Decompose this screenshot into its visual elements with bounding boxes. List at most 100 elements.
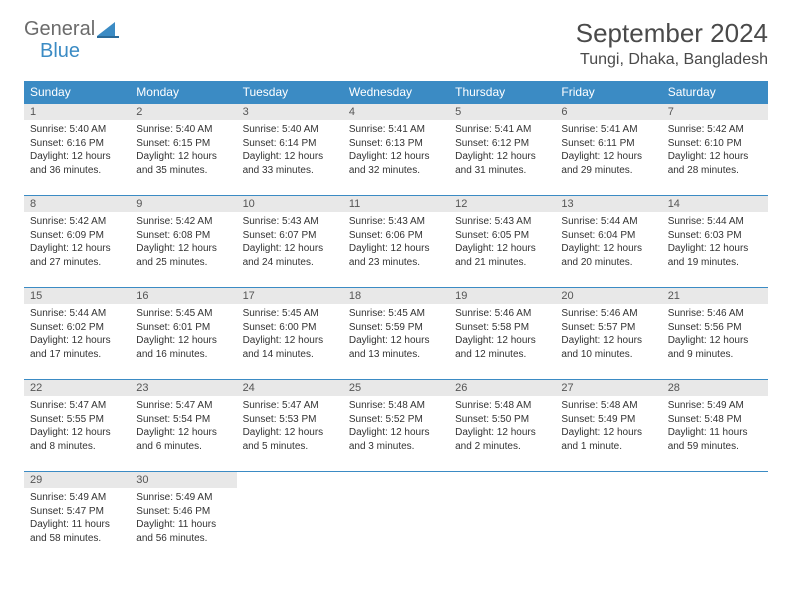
day-number: 28	[662, 380, 768, 396]
day-number: 3	[237, 104, 343, 120]
day-cell: 18Sunrise: 5:45 AMSunset: 5:59 PMDayligh…	[343, 288, 449, 380]
day-content: Sunrise: 5:42 AMSunset: 6:09 PMDaylight:…	[24, 212, 130, 272]
day-content: Sunrise: 5:49 AMSunset: 5:47 PMDaylight:…	[24, 488, 130, 548]
daylight-line2: and 6 minutes.	[136, 440, 230, 454]
day-content: Sunrise: 5:40 AMSunset: 6:14 PMDaylight:…	[237, 120, 343, 180]
daylight-line1: Daylight: 12 hours	[455, 426, 549, 440]
daylight-line2: and 25 minutes.	[136, 256, 230, 270]
sunrise-line: Sunrise: 5:47 AM	[243, 399, 337, 413]
day-number: 18	[343, 288, 449, 304]
sunrise-line: Sunrise: 5:45 AM	[243, 307, 337, 321]
day-cell: 12Sunrise: 5:43 AMSunset: 6:05 PMDayligh…	[449, 196, 555, 288]
sunset-line: Sunset: 5:48 PM	[668, 413, 762, 427]
sunset-line: Sunset: 5:46 PM	[136, 505, 230, 519]
sunrise-line: Sunrise: 5:40 AM	[136, 123, 230, 137]
day-cell: 7Sunrise: 5:42 AMSunset: 6:10 PMDaylight…	[662, 104, 768, 196]
day-number: 26	[449, 380, 555, 396]
day-content: Sunrise: 5:47 AMSunset: 5:55 PMDaylight:…	[24, 396, 130, 456]
logo-line1: General	[24, 18, 95, 40]
sunrise-line: Sunrise: 5:44 AM	[561, 215, 655, 229]
daylight-line2: and 58 minutes.	[30, 532, 124, 546]
sunset-line: Sunset: 6:02 PM	[30, 321, 124, 335]
sunset-line: Sunset: 6:09 PM	[30, 229, 124, 243]
sunset-line: Sunset: 6:12 PM	[455, 137, 549, 151]
day-content: Sunrise: 5:47 AMSunset: 5:54 PMDaylight:…	[130, 396, 236, 456]
day-cell: 29Sunrise: 5:49 AMSunset: 5:47 PMDayligh…	[24, 472, 130, 564]
logo: General Blue	[24, 18, 119, 62]
daylight-line1: Daylight: 12 hours	[136, 426, 230, 440]
sunset-line: Sunset: 6:05 PM	[455, 229, 549, 243]
daylight-line2: and 24 minutes.	[243, 256, 337, 270]
day-cell: 16Sunrise: 5:45 AMSunset: 6:01 PMDayligh…	[130, 288, 236, 380]
sunrise-line: Sunrise: 5:42 AM	[30, 215, 124, 229]
day-number: 15	[24, 288, 130, 304]
day-cell: 8Sunrise: 5:42 AMSunset: 6:09 PMDaylight…	[24, 196, 130, 288]
day-content: Sunrise: 5:45 AMSunset: 6:00 PMDaylight:…	[237, 304, 343, 364]
daylight-line1: Daylight: 12 hours	[30, 150, 124, 164]
daylight-line1: Daylight: 12 hours	[561, 150, 655, 164]
daylight-line1: Daylight: 12 hours	[243, 150, 337, 164]
day-cell: 5Sunrise: 5:41 AMSunset: 6:12 PMDaylight…	[449, 104, 555, 196]
day-cell: 24Sunrise: 5:47 AMSunset: 5:53 PMDayligh…	[237, 380, 343, 472]
day-number: 5	[449, 104, 555, 120]
day-cell: 30Sunrise: 5:49 AMSunset: 5:46 PMDayligh…	[130, 472, 236, 564]
day-content: Sunrise: 5:49 AMSunset: 5:46 PMDaylight:…	[130, 488, 236, 548]
day-cell: 1Sunrise: 5:40 AMSunset: 6:16 PMDaylight…	[24, 104, 130, 196]
sunset-line: Sunset: 6:03 PM	[668, 229, 762, 243]
daylight-line1: Daylight: 12 hours	[349, 150, 443, 164]
daylight-line2: and 14 minutes.	[243, 348, 337, 362]
day-content: Sunrise: 5:45 AMSunset: 5:59 PMDaylight:…	[343, 304, 449, 364]
location: Tungi, Dhaka, Bangladesh	[576, 51, 768, 69]
day-header: Saturday	[662, 81, 768, 104]
sunset-line: Sunset: 5:50 PM	[455, 413, 549, 427]
daylight-line1: Daylight: 12 hours	[30, 334, 124, 348]
week-row: 8Sunrise: 5:42 AMSunset: 6:09 PMDaylight…	[24, 196, 768, 288]
sunrise-line: Sunrise: 5:44 AM	[30, 307, 124, 321]
daylight-line1: Daylight: 12 hours	[455, 334, 549, 348]
day-cell: 20Sunrise: 5:46 AMSunset: 5:57 PMDayligh…	[555, 288, 661, 380]
daylight-line1: Daylight: 11 hours	[30, 518, 124, 532]
day-cell: 27Sunrise: 5:48 AMSunset: 5:49 PMDayligh…	[555, 380, 661, 472]
daylight-line1: Daylight: 12 hours	[243, 426, 337, 440]
day-number: 8	[24, 196, 130, 212]
day-content: Sunrise: 5:48 AMSunset: 5:50 PMDaylight:…	[449, 396, 555, 456]
day-number: 30	[130, 472, 236, 488]
daylight-line2: and 20 minutes.	[561, 256, 655, 270]
sunrise-line: Sunrise: 5:45 AM	[349, 307, 443, 321]
day-content: Sunrise: 5:48 AMSunset: 5:49 PMDaylight:…	[555, 396, 661, 456]
sunset-line: Sunset: 5:52 PM	[349, 413, 443, 427]
day-number: 17	[237, 288, 343, 304]
daylight-line2: and 5 minutes.	[243, 440, 337, 454]
day-cell	[662, 472, 768, 564]
day-number: 10	[237, 196, 343, 212]
day-number: 27	[555, 380, 661, 396]
day-cell	[237, 472, 343, 564]
day-number: 16	[130, 288, 236, 304]
day-cell: 11Sunrise: 5:43 AMSunset: 6:06 PMDayligh…	[343, 196, 449, 288]
day-content: Sunrise: 5:42 AMSunset: 6:10 PMDaylight:…	[662, 120, 768, 180]
sunrise-line: Sunrise: 5:48 AM	[349, 399, 443, 413]
day-cell: 25Sunrise: 5:48 AMSunset: 5:52 PMDayligh…	[343, 380, 449, 472]
day-header: Thursday	[449, 81, 555, 104]
sunset-line: Sunset: 5:49 PM	[561, 413, 655, 427]
sunset-line: Sunset: 6:15 PM	[136, 137, 230, 151]
sunrise-line: Sunrise: 5:41 AM	[561, 123, 655, 137]
sunrise-line: Sunrise: 5:40 AM	[30, 123, 124, 137]
daylight-line2: and 32 minutes.	[349, 164, 443, 178]
day-cell	[449, 472, 555, 564]
daylight-line1: Daylight: 12 hours	[668, 334, 762, 348]
daylight-line2: and 3 minutes.	[349, 440, 443, 454]
daylight-line1: Daylight: 11 hours	[668, 426, 762, 440]
sunset-line: Sunset: 6:10 PM	[668, 137, 762, 151]
daylight-line1: Daylight: 12 hours	[561, 242, 655, 256]
day-content: Sunrise: 5:40 AMSunset: 6:15 PMDaylight:…	[130, 120, 236, 180]
day-header: Wednesday	[343, 81, 449, 104]
sunset-line: Sunset: 6:14 PM	[243, 137, 337, 151]
day-number: 25	[343, 380, 449, 396]
day-cell: 19Sunrise: 5:46 AMSunset: 5:58 PMDayligh…	[449, 288, 555, 380]
sunset-line: Sunset: 5:47 PM	[30, 505, 124, 519]
daylight-line1: Daylight: 12 hours	[561, 334, 655, 348]
day-content: Sunrise: 5:42 AMSunset: 6:08 PMDaylight:…	[130, 212, 236, 272]
daylight-line2: and 33 minutes.	[243, 164, 337, 178]
day-cell: 4Sunrise: 5:41 AMSunset: 6:13 PMDaylight…	[343, 104, 449, 196]
